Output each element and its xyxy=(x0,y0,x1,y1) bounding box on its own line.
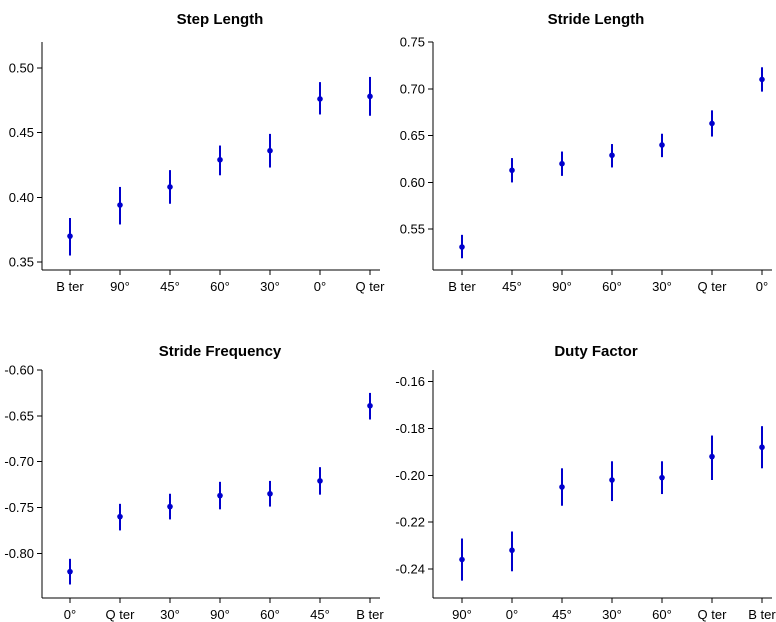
y-tick-label: -0.60 xyxy=(4,363,34,378)
chart-title: Duty Factor xyxy=(554,343,638,360)
x-tick-label: 0° xyxy=(756,279,768,294)
data-point xyxy=(267,147,273,154)
data-point xyxy=(267,490,273,497)
x-tick-label: Q ter xyxy=(698,607,728,622)
y-tick-label: 0.40 xyxy=(9,190,34,205)
data-point xyxy=(659,142,665,148)
data-point xyxy=(217,492,223,499)
x-tick-label: 90° xyxy=(110,279,130,294)
chart-panel-1: Step Length 0.35 0.40 0.45 0.50 B ter 90° 45° 60… xyxy=(9,11,385,294)
x-tick-label: 90° xyxy=(210,607,230,622)
data-point xyxy=(759,444,765,451)
x-tick-label: Q ter xyxy=(356,279,386,294)
y-tick-label: -0.18 xyxy=(395,421,425,436)
x-tick-label: 30° xyxy=(602,607,622,622)
chart-title: Stride Frequency xyxy=(159,343,282,360)
data-point xyxy=(609,152,615,159)
x-tick-label: Q ter xyxy=(698,279,728,294)
x-tick-label: 0° xyxy=(64,607,76,622)
data-point xyxy=(709,453,715,460)
data-point xyxy=(117,513,123,520)
chart-panel-4: Duty Factor -0.24 -0.22 -0.20 -0.18 -0.16 90° 0… xyxy=(395,343,776,622)
data-point xyxy=(317,96,323,102)
x-tick-label: 60° xyxy=(210,279,230,294)
x-tick-label: 60° xyxy=(260,607,280,622)
x-tick-label: 30° xyxy=(260,279,280,294)
chart-title: Stride Length xyxy=(548,11,645,28)
y-tick-label: 0.70 xyxy=(400,81,425,96)
chart-title: Step Length xyxy=(177,11,264,28)
x-tick-label: B ter xyxy=(56,279,84,294)
data-point xyxy=(559,160,565,167)
data-point xyxy=(317,478,323,484)
data-point xyxy=(67,568,73,575)
y-tick-label: -0.22 xyxy=(395,515,425,530)
data-point xyxy=(167,503,173,510)
y-tick-label: -0.16 xyxy=(395,374,425,389)
x-tick-label: B ter xyxy=(356,607,384,622)
data-point xyxy=(709,120,715,127)
y-tick-label: 0.35 xyxy=(9,255,34,270)
y-tick-label: -0.24 xyxy=(395,561,425,576)
y-tick-label: 0.55 xyxy=(400,222,425,237)
x-tick-label: B ter xyxy=(448,279,476,294)
y-tick-label: 0.65 xyxy=(400,128,425,143)
data-point xyxy=(509,547,515,554)
data-point xyxy=(367,93,373,100)
data-point xyxy=(659,474,665,481)
chart-panel-3: Stride Frequency -0.80 -0.75 -0.70 -0.65 -0.6… xyxy=(4,343,384,622)
x-tick-label: 0° xyxy=(314,279,326,294)
data-point xyxy=(117,202,123,208)
data-point xyxy=(609,477,615,483)
y-tick-label: -0.65 xyxy=(4,408,34,423)
x-tick-label: 30° xyxy=(652,279,672,294)
x-tick-label: 30° xyxy=(160,607,180,622)
x-tick-label: 60° xyxy=(652,607,672,622)
x-tick-label: Q ter xyxy=(106,607,136,622)
x-tick-label: B ter xyxy=(748,607,776,622)
data-point xyxy=(167,184,173,190)
chart-panel-2: Stride Length 0.55 0.60 0.65 0.70 0.75 B ter 45… xyxy=(400,11,772,294)
data-point xyxy=(459,244,465,250)
x-tick-label: 45° xyxy=(552,607,572,622)
x-tick-label: 45° xyxy=(502,279,522,294)
y-tick-label: -0.70 xyxy=(4,454,34,469)
data-point xyxy=(67,233,73,239)
x-tick-label: 60° xyxy=(602,279,622,294)
x-tick-label: 45° xyxy=(160,279,180,294)
data-point xyxy=(559,484,565,490)
data-point xyxy=(217,156,223,163)
x-tick-label: 90° xyxy=(452,607,472,622)
data-point xyxy=(759,76,765,83)
x-tick-label: 0° xyxy=(506,607,518,622)
y-tick-label: -0.20 xyxy=(395,468,425,483)
x-tick-label: 90° xyxy=(552,279,572,294)
y-tick-label: 0.50 xyxy=(9,60,34,75)
data-point xyxy=(367,402,373,409)
y-tick-label: -0.80 xyxy=(4,546,34,561)
y-tick-label: 0.60 xyxy=(400,175,425,190)
x-tick-label: 45° xyxy=(310,607,330,622)
y-tick-label: 0.75 xyxy=(400,35,425,50)
data-point xyxy=(459,556,465,563)
data-point xyxy=(509,167,515,174)
y-tick-label: 0.45 xyxy=(9,125,34,140)
y-tick-label: -0.75 xyxy=(4,500,34,515)
